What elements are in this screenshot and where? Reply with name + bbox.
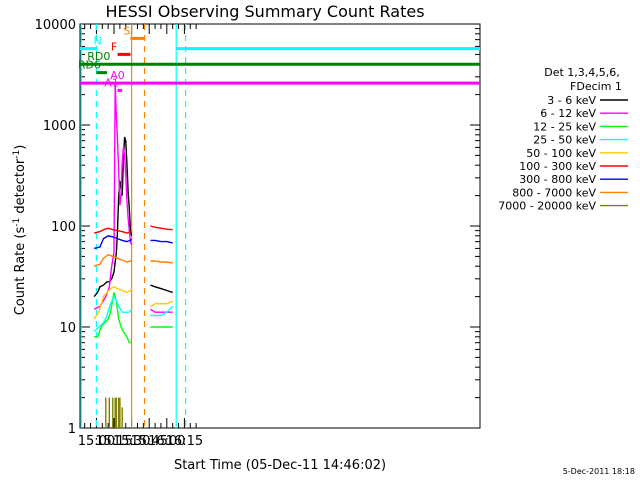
series-line-50-100-keV [150,300,173,308]
series-line-100-300-keV [150,225,173,231]
legend-label: 12 - 25 keV [533,120,596,133]
legend-label: 7000 - 20000 keV [498,200,596,213]
x-tick-label: 15:15 [95,434,132,449]
legend-label: 800 - 7000 keV [512,186,596,199]
series-line-6-12-keV [93,83,133,310]
flag-label-f: F [111,40,117,53]
x-tick-label: 15:45 [130,434,167,449]
x-axis-label: Start Time (05-Dec-11 14:46:02) [174,458,386,473]
series-line-25-50-keV [93,295,133,333]
chart-title: HESSI Observing Summary Count Rates [105,2,424,21]
flag-label-s: S [123,24,130,37]
flag-label-a1: A1 [104,76,119,89]
series-line-800-7000-keV [150,260,173,264]
y-axis-label: Count Rate (s-1 detector-1) [12,145,28,316]
legend-label: 100 - 300 keV [519,160,596,173]
y-tick-label: 1000 [43,119,76,134]
x-tick-label: 16:15 [166,434,203,449]
plot-frame [79,23,481,429]
series-line-3-6-keV [150,284,173,294]
plot-area: 1 10 100 1000 10000 15:0015:1515:3015:4516:00… [35,18,481,449]
footer-timestamp: 5-Dec-2011 18:18 [563,467,635,476]
series-line-6-12-keV [150,308,173,313]
y-tick-label: 10000 [35,18,76,33]
series-line-12-25-keV [94,292,132,344]
series-line-800-7000-keV [93,253,133,267]
legend-label: 3 - 6 keV [547,94,596,107]
series-line-300-800-keV [93,235,133,250]
flag-label-rd0: RD0 [87,50,110,63]
y-axis-label-sup: -1 [12,218,22,227]
y-tick-label: 1 [68,422,76,437]
flag-label-a0: A0 [110,69,125,82]
legend-label: 6 - 12 keV [540,107,596,120]
legend-label: 25 - 50 keV [533,134,596,147]
legend-header-2: FDecim 1 [570,80,622,93]
flag-label-n: N [93,35,101,48]
series-line-3-6-keV [93,136,133,298]
y-axis-label-tail: detector [13,158,28,218]
y-axis-label-sup2: -1 [12,150,22,159]
y-axis-label-close: ) [13,145,28,150]
series-line-300-800-keV [150,239,173,244]
series-line-100-300-keV [93,227,132,234]
y-axis-label-main: Count Rate (s [13,227,28,316]
series-line-50-100-keV [93,286,133,320]
series-line-25-50-keV [150,305,174,317]
flag-label-rd6: RD6 [78,59,101,72]
legend-label: 300 - 800 keV [519,173,596,186]
legend-label: 50 - 100 keV [526,147,596,160]
x-tick-label: 15:00 [78,434,115,449]
y-tick-label: 100 [51,220,76,235]
y-tick-label: 10 [59,321,76,336]
legend-header-1: Det 1,3,4,5,6, [544,66,620,79]
x-tick-label: 16:00 [148,434,185,449]
x-tick-label: 15:30 [113,434,150,449]
